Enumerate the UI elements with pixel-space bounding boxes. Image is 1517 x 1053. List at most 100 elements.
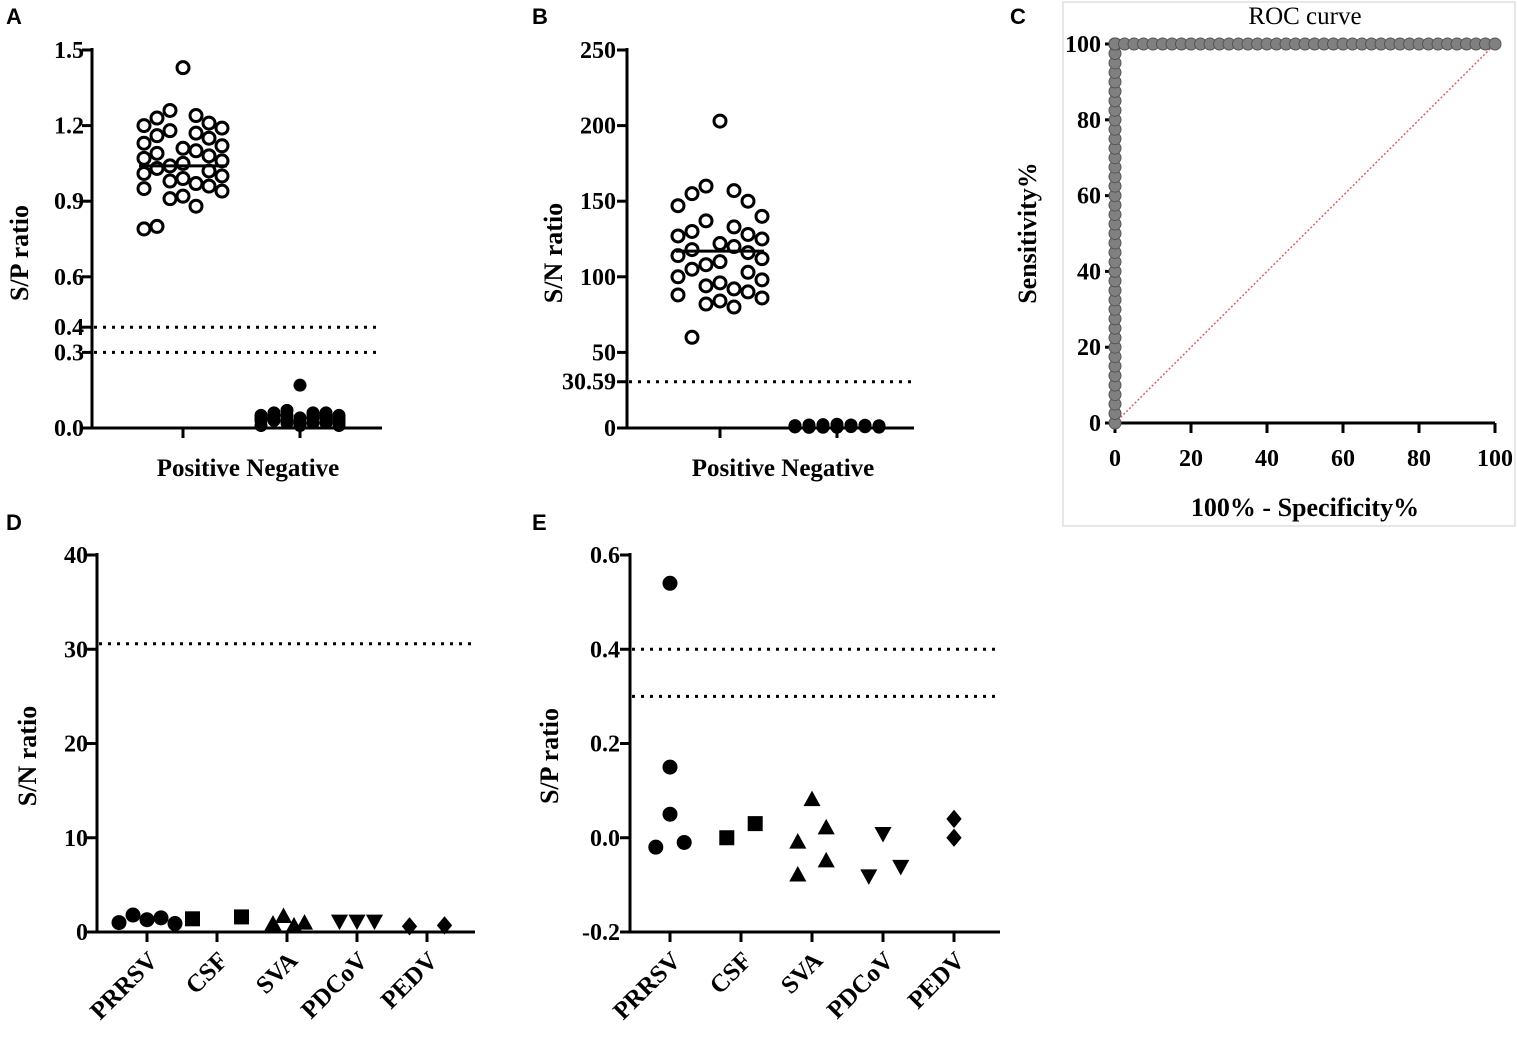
y-tick-label-a: 0.4 (54, 315, 84, 341)
data-point-b-negative (830, 420, 844, 434)
data-point-b-positive (726, 219, 742, 235)
y-axis-title-e: S/P ratio (535, 708, 564, 804)
data-point-d-pedv (436, 916, 453, 935)
panel-letter-e: E (532, 510, 547, 535)
data-point-a-positive (175, 140, 191, 156)
x-tick-label-c: 100 (1477, 446, 1513, 472)
data-point-d-sva (274, 907, 293, 924)
y-tick-label-c: 100 (1065, 32, 1101, 58)
panel-a: A 0.0 0.30.4 0.6 0.9 1.2 1.5 Positive Negative… (5, 4, 382, 482)
data-point-a-positive (175, 171, 191, 187)
y-tick-label-a: 1.2 (54, 114, 84, 140)
data-point-b-positive (698, 296, 714, 312)
data-point-b-positive (712, 275, 728, 291)
y-tick-label-e: 0.4 (590, 637, 620, 663)
y-axis-title-c: Sensitivity% (1013, 162, 1042, 304)
data-point-b-positive (712, 293, 728, 309)
data-point-e-sva (789, 833, 807, 849)
x-category-label-e: PEDV (903, 947, 970, 1014)
data-point-b-positive (684, 261, 700, 277)
data-point-b-positive (684, 329, 700, 345)
data-point-b-positive (740, 193, 756, 209)
data-point-a-positive (214, 138, 230, 154)
data-point-b-positive (698, 257, 714, 273)
y-tick-label-d: 0 (76, 920, 88, 946)
data-point-a-positive (188, 176, 204, 192)
data-point-a-positive (214, 120, 230, 136)
panel-b: B 0 30.59 50 100 150 200 250 Positive Negative S… (532, 4, 914, 482)
data-point-b-positive (670, 198, 686, 214)
data-point-b-positive (670, 228, 686, 244)
chart-title-c: ROC curve (1248, 3, 1361, 30)
y-axis-title-d: S/N ratio (13, 706, 42, 806)
data-point-a-positive (201, 115, 217, 131)
data-point-e-pdcov (860, 869, 878, 885)
data-point-b-negative (816, 420, 830, 434)
data-point-d-prrsv (153, 910, 169, 926)
data-point-b-positive (684, 242, 700, 258)
data-point-b-positive (670, 287, 686, 303)
data-point-b-negative (844, 420, 858, 434)
y-tick-label-e: 0.2 (590, 732, 620, 758)
panel-letter-d: D (6, 510, 22, 535)
data-point-a-positive (149, 110, 165, 126)
data-point-e-sva (817, 818, 835, 835)
data-point-b-positive (698, 213, 714, 229)
y-tick-label-a: 0.0 (54, 416, 84, 442)
data-point-b-positive (726, 183, 742, 199)
x-category-label-e: CSF (705, 947, 757, 999)
data-point-d-csf (234, 909, 249, 925)
data-point-a-negative (319, 416, 333, 430)
data-point-a-positive (136, 181, 152, 197)
y-tick-label-b: 100 (580, 265, 616, 291)
data-point-a-positive (175, 155, 191, 171)
x-category-label-d: SVA (251, 947, 303, 999)
x-tick-label-c: 0 (1109, 446, 1121, 472)
y-tick-label-b: 30.59 (562, 370, 616, 396)
data-point-a-positive (149, 160, 165, 176)
data-point-e-sva (817, 851, 835, 868)
panel-letter-c: C (1010, 4, 1026, 29)
data-point-e-csf (719, 830, 735, 846)
data-point-d-prrsv (111, 915, 127, 931)
data-point-d-pedv (401, 917, 418, 936)
x-category-label-d: CSF (181, 947, 233, 999)
y-tick-label-d: 20 (64, 732, 88, 758)
data-point-b-positive (754, 251, 770, 267)
y-tick-label-c: 40 (1077, 259, 1101, 285)
data-point-a-negative (280, 416, 294, 430)
data-point-a-positive (188, 143, 204, 159)
y-tick-label-c: 80 (1077, 108, 1101, 134)
data-point-b-positive (754, 231, 770, 247)
y-tick-label-b: 150 (580, 189, 616, 215)
data-point-d-sva (295, 914, 314, 930)
data-point-e-prrsv (662, 759, 678, 775)
x-tick-label-c: 20 (1179, 446, 1203, 472)
data-point-d-pdcov (365, 914, 384, 931)
y-tick-label-d: 30 (64, 637, 88, 663)
x-categories-a: Positive Negative (157, 455, 340, 482)
y-tick-label-a: 0.3 (54, 340, 84, 366)
x-categories-b: Positive Negative (692, 455, 875, 482)
data-point-a-negative (293, 378, 307, 392)
x-category-label-b: Negative (781, 455, 874, 482)
x-category-label-e: SVA (776, 947, 828, 999)
y-tick-label-b: 200 (580, 114, 616, 140)
data-point-a-positive (188, 198, 204, 214)
data-point-e-pedv (946, 809, 962, 829)
data-point-e-sva (803, 790, 821, 807)
x-tick-label-c: 80 (1407, 446, 1431, 472)
data-point-a-positive (201, 178, 217, 194)
x-category-label-e: PDCoV (822, 947, 899, 1024)
reference-line-c (1114, 43, 1496, 424)
data-point-d-prrsv (139, 912, 155, 928)
data-point-a-negative (267, 413, 281, 427)
y-tick-label-d: 10 (64, 826, 88, 852)
y-tick-label-d: 40 (64, 543, 88, 569)
panel-letter-b: B (532, 4, 548, 29)
data-point-b-positive (684, 223, 700, 239)
data-point-b-negative (858, 420, 872, 434)
data-point-e-prrsv (662, 806, 678, 822)
